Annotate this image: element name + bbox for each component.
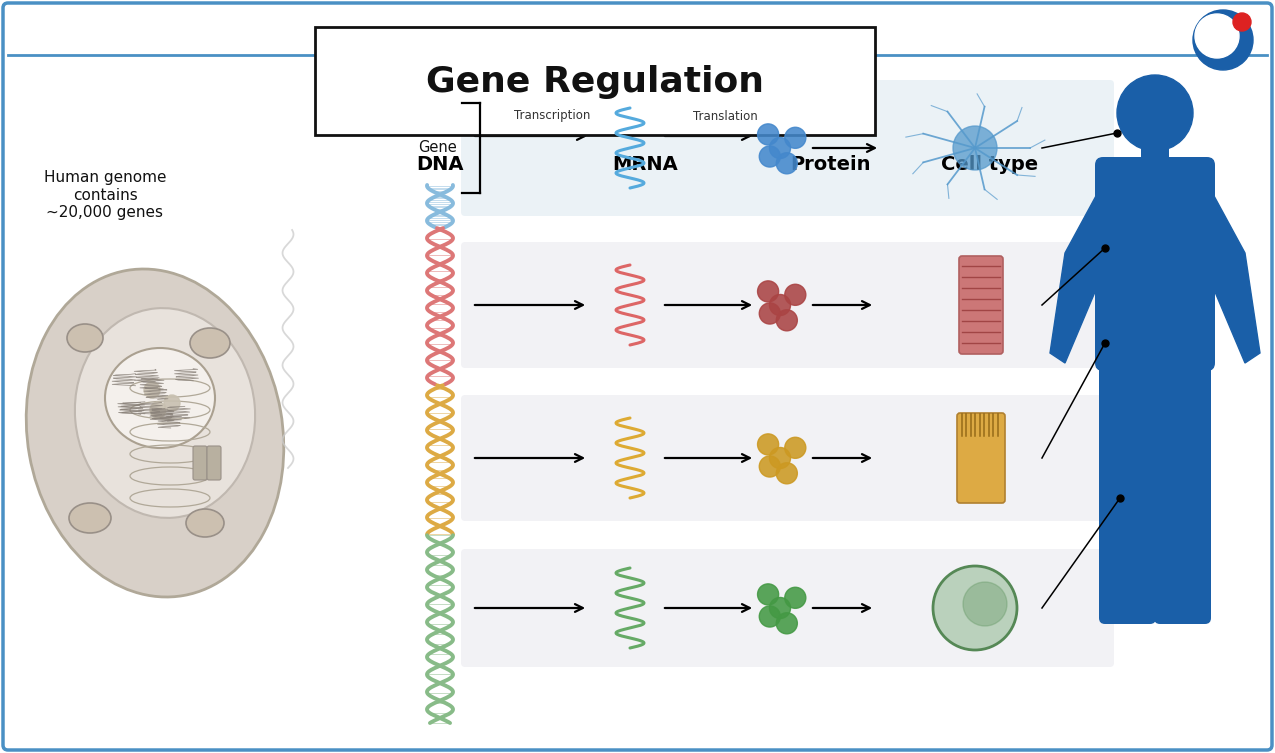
Circle shape (1117, 75, 1193, 151)
Text: Gene: Gene (418, 141, 456, 156)
Circle shape (1195, 14, 1239, 58)
Circle shape (784, 127, 806, 148)
Circle shape (1193, 10, 1253, 70)
FancyBboxPatch shape (959, 256, 1003, 354)
Circle shape (757, 123, 779, 145)
Ellipse shape (27, 269, 284, 597)
Circle shape (776, 463, 797, 484)
Circle shape (769, 138, 790, 159)
Text: Transcription: Transcription (514, 109, 590, 123)
FancyBboxPatch shape (1099, 352, 1156, 624)
Ellipse shape (69, 503, 111, 533)
Circle shape (784, 285, 806, 305)
Text: Human genome
contains
~20,000 genes: Human genome contains ~20,000 genes (43, 170, 166, 220)
Circle shape (769, 447, 790, 468)
FancyBboxPatch shape (207, 446, 221, 480)
Ellipse shape (186, 509, 224, 537)
Text: Gene Regulation: Gene Regulation (426, 65, 764, 99)
Ellipse shape (68, 324, 103, 352)
Circle shape (757, 434, 779, 455)
FancyBboxPatch shape (1095, 157, 1215, 371)
FancyBboxPatch shape (958, 413, 1005, 503)
Circle shape (952, 126, 997, 170)
Text: Cell type: Cell type (941, 156, 1039, 175)
Circle shape (144, 382, 159, 398)
Circle shape (759, 146, 780, 167)
FancyBboxPatch shape (462, 242, 1114, 368)
Circle shape (759, 606, 780, 627)
Ellipse shape (75, 308, 255, 518)
FancyBboxPatch shape (3, 3, 1272, 750)
Circle shape (963, 582, 1007, 626)
Ellipse shape (190, 328, 230, 358)
Circle shape (1233, 13, 1251, 31)
Circle shape (757, 281, 779, 302)
FancyBboxPatch shape (462, 395, 1114, 521)
Circle shape (759, 456, 780, 477)
Polygon shape (1051, 183, 1103, 363)
Circle shape (784, 587, 806, 608)
Circle shape (933, 566, 1017, 650)
Circle shape (164, 395, 180, 411)
Circle shape (776, 309, 797, 331)
FancyBboxPatch shape (1141, 135, 1169, 173)
Text: Translation: Translation (692, 109, 757, 123)
Circle shape (784, 437, 806, 459)
FancyBboxPatch shape (462, 549, 1114, 667)
FancyBboxPatch shape (462, 80, 1114, 216)
FancyBboxPatch shape (315, 27, 875, 135)
Text: MRNA: MRNA (612, 156, 678, 175)
Circle shape (776, 153, 797, 174)
Circle shape (776, 613, 797, 634)
Circle shape (150, 402, 166, 418)
Text: Protein: Protein (789, 156, 871, 175)
Text: DNA: DNA (416, 156, 464, 175)
Polygon shape (1207, 183, 1260, 363)
Circle shape (769, 294, 790, 316)
Circle shape (769, 597, 790, 618)
FancyBboxPatch shape (1154, 352, 1211, 624)
Circle shape (759, 303, 780, 324)
Ellipse shape (105, 348, 215, 448)
FancyBboxPatch shape (193, 446, 207, 480)
Circle shape (757, 584, 779, 605)
